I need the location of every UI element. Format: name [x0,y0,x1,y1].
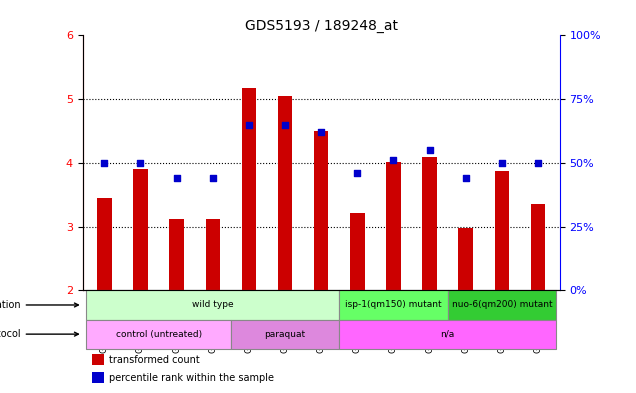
FancyBboxPatch shape [339,290,375,320]
FancyBboxPatch shape [448,290,484,320]
Bar [134,169,148,290]
Text: transformed count: transformed count [109,354,200,365]
FancyBboxPatch shape [86,320,123,349]
FancyBboxPatch shape [267,290,303,320]
FancyBboxPatch shape [303,290,339,320]
FancyBboxPatch shape [231,290,267,320]
FancyBboxPatch shape [303,320,339,349]
FancyBboxPatch shape [86,320,231,349]
Point [135,160,146,166]
FancyBboxPatch shape [158,320,195,349]
Text: control (untreated): control (untreated) [116,330,202,339]
FancyBboxPatch shape [375,290,411,320]
FancyBboxPatch shape [195,290,231,320]
FancyBboxPatch shape [231,320,339,349]
Bar [495,171,509,290]
FancyBboxPatch shape [411,320,448,349]
Point [172,175,182,181]
Bar [386,162,401,290]
Bar [350,213,364,290]
Bar [459,228,473,290]
Bar [531,204,545,290]
FancyBboxPatch shape [484,320,520,349]
FancyBboxPatch shape [448,290,556,320]
Bar [97,198,111,290]
FancyBboxPatch shape [520,290,556,320]
Bar [169,219,184,290]
Point [352,170,363,176]
Point [497,160,507,166]
FancyBboxPatch shape [484,290,520,320]
Point [244,121,254,128]
Text: n/a: n/a [441,330,455,339]
FancyBboxPatch shape [339,320,556,349]
Point [424,147,434,153]
Text: nuo-6(qm200) mutant: nuo-6(qm200) mutant [452,301,552,309]
Point [208,175,218,181]
FancyBboxPatch shape [158,290,195,320]
Bar [278,96,293,290]
Text: protocol: protocol [0,329,78,339]
FancyBboxPatch shape [195,320,231,349]
FancyBboxPatch shape [267,320,303,349]
FancyBboxPatch shape [339,290,448,320]
Text: wild type: wild type [192,301,233,309]
Text: isp-1(qm150) mutant: isp-1(qm150) mutant [345,301,442,309]
Point [316,129,326,136]
FancyBboxPatch shape [123,290,158,320]
FancyBboxPatch shape [86,290,339,320]
Bar [92,373,104,383]
Point [460,175,471,181]
FancyBboxPatch shape [86,290,123,320]
Text: paraquat: paraquat [265,330,306,339]
Title: GDS5193 / 189248_at: GDS5193 / 189248_at [245,19,398,33]
Point [533,160,543,166]
FancyBboxPatch shape [123,320,158,349]
Bar [242,88,256,290]
Text: percentile rank within the sample: percentile rank within the sample [109,373,274,383]
Text: genotype/variation: genotype/variation [0,300,78,310]
Bar [422,156,437,290]
FancyBboxPatch shape [520,320,556,349]
FancyBboxPatch shape [339,320,375,349]
FancyBboxPatch shape [411,290,448,320]
Bar [92,354,104,365]
Point [99,160,109,166]
Bar [205,219,220,290]
FancyBboxPatch shape [375,320,411,349]
FancyBboxPatch shape [448,320,484,349]
Bar [314,131,328,290]
Point [389,157,399,163]
Point [280,121,290,128]
FancyBboxPatch shape [231,320,267,349]
